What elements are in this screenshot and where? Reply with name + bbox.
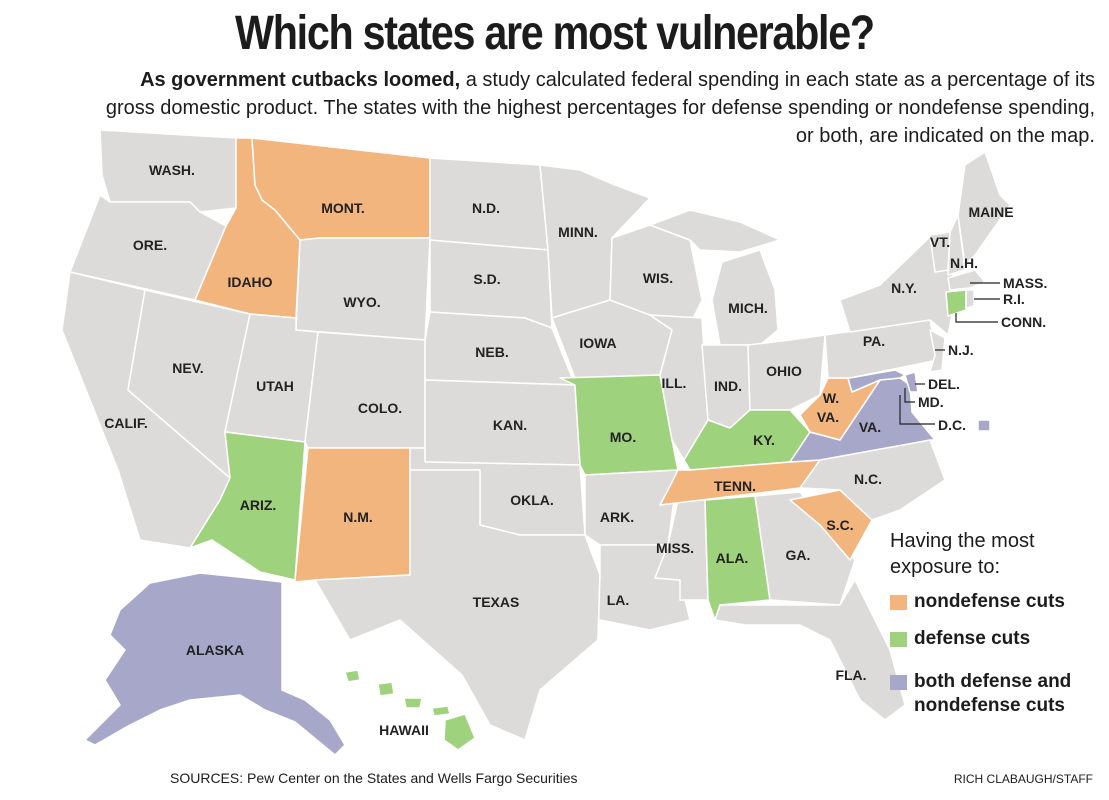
state-mich-upper [649, 209, 781, 253]
label-maine: MAINE [968, 204, 1013, 220]
label-dc: D.C. [938, 417, 966, 433]
sources-note: SOURCES: Pew Center on the States and We… [170, 770, 578, 786]
intro-text: As government cutbacks loomed, a study c… [95, 66, 1095, 150]
page-title: Which states are most vulnerable? [235, 7, 875, 60]
label-ny: N.Y. [891, 280, 917, 296]
legend-swatch-both [890, 675, 907, 690]
state-hawaii-2 [377, 681, 395, 697]
label-ind: IND. [714, 378, 742, 394]
label-ariz: ARIZ. [240, 497, 277, 513]
label-va: VA. [859, 419, 881, 435]
legend-item-both: both defense and nondefense cuts [890, 670, 1105, 718]
label-ga: GA. [786, 547, 811, 563]
label-conn: CONN. [1001, 314, 1046, 330]
label-nev: NEV. [172, 360, 203, 376]
intro-lead: As government cutbacks loomed, [140, 69, 461, 91]
state-alaska [84, 572, 346, 756]
label-okla: OKLA. [510, 492, 554, 508]
label-kan: KAN. [493, 417, 527, 433]
state-hawaii-1 [344, 669, 361, 683]
label-idaho: IDAHO [227, 274, 272, 290]
legend-title: Having the most exposure to: [890, 530, 1035, 578]
label-iowa: IOWA [579, 335, 616, 351]
label-wash: WASH. [149, 162, 195, 178]
state-hawaii-4 [431, 705, 451, 717]
intro-body: a study calculated federal spending in e… [105, 69, 1095, 147]
state-ariz [189, 431, 306, 581]
label-wva-line2: VA. [817, 409, 839, 425]
state-mass [947, 269, 986, 291]
state-nh [947, 214, 966, 276]
label-sd: S.D. [473, 271, 500, 287]
label-alaska: ALASKA [186, 642, 244, 658]
state-labels: WASH. ORE. CALIF. NEV. IDAHO MONT. WYO. … [104, 162, 1047, 738]
label-mich: MICH. [728, 300, 768, 316]
label-minn: MINN. [558, 224, 598, 240]
label-ri: R.I. [1003, 291, 1025, 307]
state-pa [824, 319, 939, 379]
state-maine [957, 151, 1011, 266]
state-colo [304, 331, 426, 449]
label-la: LA. [607, 592, 630, 608]
state-ill [649, 314, 709, 461]
label-vt: VT. [930, 234, 950, 250]
label-leaders [899, 282, 1000, 425]
label-ill: ILL. [662, 375, 687, 391]
legend-label-nondefense: nondefense cuts [914, 591, 1065, 612]
label-texas: TEXAS [473, 594, 520, 610]
label-sc: S.C. [826, 517, 853, 533]
label-fla: FLA. [835, 667, 866, 683]
label-nh: N.H. [950, 255, 978, 271]
state-ri [965, 289, 975, 309]
state-del [904, 371, 919, 393]
legend-label-defense: defense cuts [914, 628, 1031, 649]
label-tenn: TENN. [714, 478, 756, 494]
label-mo: MO. [610, 429, 636, 445]
credit-note: RICH CLABAUGH/STAFF [953, 772, 1093, 786]
label-wis: WIS. [643, 270, 673, 286]
label-pa: PA. [863, 333, 885, 349]
label-ohio: OHIO [766, 363, 802, 379]
label-miss: MISS. [656, 540, 694, 556]
label-ala: ALA. [716, 550, 749, 566]
label-nj: N.J. [948, 342, 974, 358]
state-conn [945, 289, 967, 317]
legend-item-nondefense: nondefense cuts [890, 590, 1065, 614]
state-wyo [295, 237, 431, 341]
state-md [847, 369, 906, 393]
state-hawaii-5 [443, 713, 476, 751]
legend-swatch-defense [890, 632, 907, 647]
label-mont: MONT. [321, 200, 365, 216]
legend-label-both: both defense and nondefense cuts [914, 671, 1072, 716]
state-sc [789, 489, 873, 561]
state-texas [314, 469, 601, 741]
state-dc-marker [977, 419, 991, 432]
label-nm: N.M. [343, 509, 373, 525]
label-wyo: WYO. [343, 294, 380, 310]
label-del: DEL. [928, 376, 960, 392]
label-utah: UTAH [256, 378, 294, 394]
label-ky: KY. [753, 432, 775, 448]
state-nj [929, 329, 946, 373]
label-mass: MASS. [1003, 275, 1047, 291]
label-md: MD. [918, 394, 944, 410]
label-nc: N.C. [854, 471, 882, 487]
label-ore: ORE. [133, 237, 167, 253]
label-calif: CALIF. [104, 415, 148, 431]
state-ark [584, 469, 679, 546]
label-neb: NEB. [475, 344, 508, 360]
state-mich [711, 249, 779, 346]
label-wva-line1: W. [823, 390, 839, 406]
label-hawaii: HAWAII [379, 722, 429, 738]
legend-item-defense: defense cuts [890, 627, 1030, 651]
label-nd: N.D. [472, 200, 500, 216]
state-hawaii-3 [403, 697, 423, 709]
legend-swatch-nondefense [890, 595, 907, 610]
state-fla [714, 579, 906, 721]
state-ga [754, 491, 856, 606]
label-ark: ARK. [600, 509, 634, 525]
label-colo: COLO. [358, 400, 402, 416]
